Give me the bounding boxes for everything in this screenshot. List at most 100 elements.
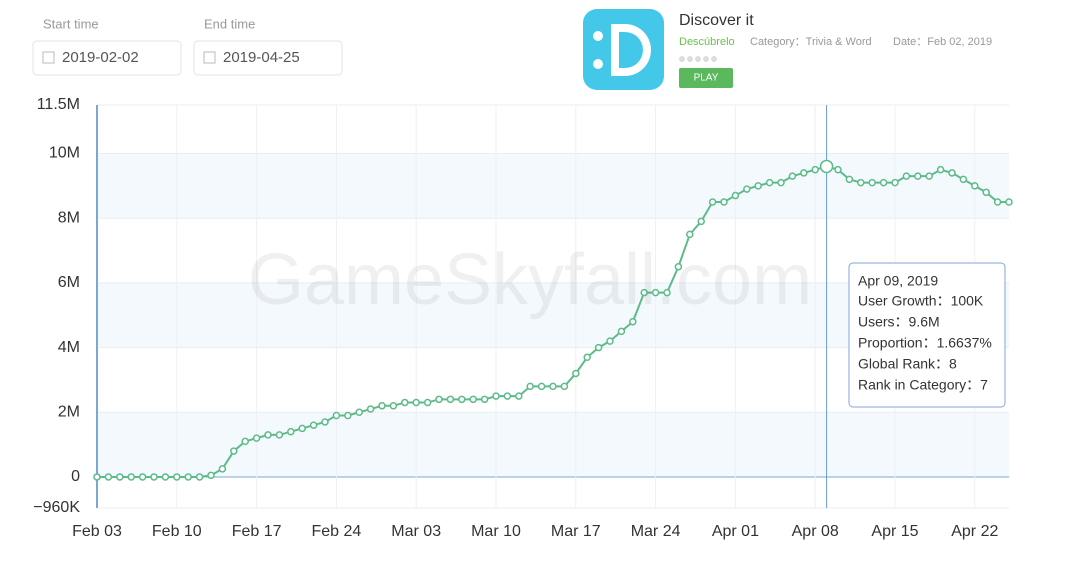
band (97, 153, 1009, 219)
app-date: Date：Feb 02, 2019 (893, 36, 992, 48)
point (868, 178, 876, 187)
x-tick-label: Apr 22 (951, 523, 998, 540)
point (469, 395, 477, 404)
point (355, 408, 363, 417)
point (936, 165, 945, 174)
point (309, 421, 318, 429)
point (549, 382, 557, 391)
point (150, 473, 158, 481)
point (982, 188, 990, 197)
point (298, 424, 306, 433)
start-value: 2019-02-02 (62, 49, 139, 66)
point (218, 465, 227, 473)
icon-letter (611, 24, 651, 76)
tooltip-box (848, 262, 1006, 408)
x-tick-label: Mar 17 (551, 523, 601, 540)
x-tick-label: Mar 10 (471, 523, 521, 540)
point (663, 288, 671, 297)
point (697, 217, 705, 226)
x-tick-label: Apr 08 (792, 523, 839, 540)
point (925, 172, 933, 180)
point (537, 382, 546, 391)
y-tick-label: 11.5M (37, 96, 80, 113)
play-label[interactable]: PLAY (694, 73, 719, 84)
point (446, 395, 455, 404)
point (127, 473, 135, 481)
icon-dot (593, 31, 603, 41)
point (344, 411, 352, 420)
end-input[interactable] (193, 40, 343, 76)
y-tick-label: 4M (58, 339, 80, 356)
point (287, 427, 295, 436)
y-tick-label: 6M (58, 274, 80, 291)
x-tick-label: Mar 24 (631, 523, 681, 540)
app-category: Category：Trivia & Word (750, 36, 872, 48)
start-input[interactable] (32, 40, 182, 76)
point (230, 447, 238, 455)
point (629, 317, 637, 326)
point (606, 337, 614, 345)
y-tick-label: 2M (58, 403, 80, 420)
app-icon (583, 9, 664, 90)
point (401, 398, 409, 407)
play-button[interactable] (679, 68, 733, 88)
point (503, 392, 512, 400)
band (97, 412, 1009, 477)
point (959, 175, 968, 184)
point (264, 431, 272, 439)
point (902, 172, 911, 180)
point (731, 191, 740, 200)
point (777, 178, 785, 187)
point (743, 185, 751, 193)
point (275, 431, 284, 439)
point (412, 398, 420, 407)
point (138, 473, 147, 481)
point (560, 382, 569, 391)
point (765, 178, 774, 187)
y-tick-label: −960K (33, 499, 80, 516)
point (594, 343, 603, 352)
point (834, 165, 842, 174)
point (93, 473, 101, 481)
point (914, 172, 922, 180)
icon-dot (593, 59, 603, 69)
point (993, 198, 1002, 206)
x-tick-label: Apr 01 (712, 523, 759, 540)
point (754, 182, 762, 190)
point (800, 169, 808, 177)
tooltip-line: Rank in Category：7 (858, 377, 988, 393)
point (458, 395, 466, 404)
app-name: Discover it (679, 12, 754, 29)
point (389, 402, 398, 410)
point (515, 392, 523, 400)
point (184, 473, 192, 481)
point (492, 392, 500, 400)
end-value: 2019-04-25 (223, 49, 300, 66)
point (583, 353, 591, 362)
x-tick-label: Feb 24 (311, 523, 361, 540)
point (332, 411, 341, 420)
y-tick-label: 8M (58, 209, 80, 226)
point (640, 288, 648, 297)
point (435, 395, 443, 404)
point (879, 178, 888, 187)
x-tick-label: Mar 03 (391, 523, 441, 540)
tooltip: Apr 09, 2019 User Growth：100K Users：9.6M P… (848, 262, 1006, 408)
point (819, 159, 834, 174)
point (241, 437, 249, 446)
x-tick-label: Feb 17 (232, 523, 282, 540)
point (674, 262, 683, 271)
y-tick-label: 0 (71, 468, 80, 485)
point (891, 178, 899, 187)
point (857, 178, 865, 187)
calendar-icon (42, 51, 55, 64)
point (252, 434, 261, 442)
point (195, 473, 204, 481)
stars (679, 56, 717, 62)
point (366, 405, 375, 413)
point (116, 473, 124, 481)
point (104, 473, 113, 481)
point (207, 471, 215, 480)
